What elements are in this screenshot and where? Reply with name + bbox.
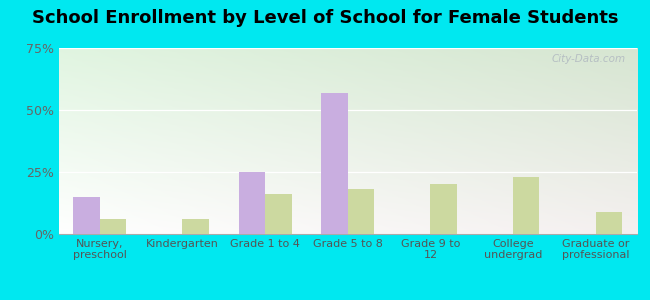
Bar: [348, 189, 374, 234]
Bar: [595, 212, 622, 234]
Bar: [183, 219, 209, 234]
Bar: [321, 93, 348, 234]
Bar: [513, 177, 540, 234]
Bar: [430, 184, 457, 234]
Bar: [73, 197, 100, 234]
Text: School Enrollment by Level of School for Female Students: School Enrollment by Level of School for…: [32, 9, 618, 27]
Bar: [265, 194, 292, 234]
Bar: [100, 219, 126, 234]
Bar: [239, 172, 265, 234]
Text: City-Data.com: City-Data.com: [551, 54, 625, 64]
